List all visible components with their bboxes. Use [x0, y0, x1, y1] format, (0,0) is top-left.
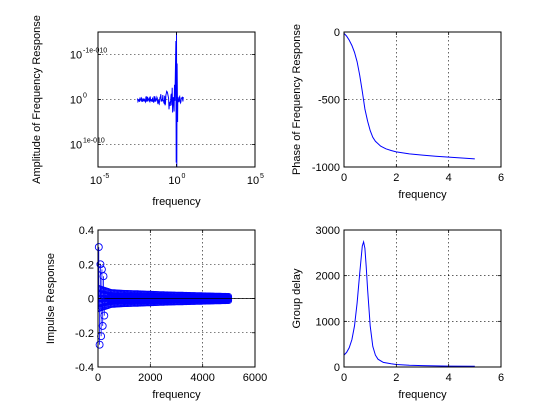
- phase-xtick-label: 2: [393, 172, 399, 184]
- phase-xtick-label: 6: [498, 172, 504, 184]
- amplitude-y-axis-label: Amplitude of Frequency Response: [31, 15, 43, 184]
- amplitude-series-line: [136, 32, 184, 167]
- impulse-xtick-label: 2000: [138, 372, 162, 384]
- impulse-y-axis-label: Impulse Response: [45, 253, 57, 344]
- amplitude-ytick-exponent: -1e-010: [83, 48, 107, 55]
- impulse-marker: [98, 284, 102, 292]
- amplitude-xtick-exponent: 0: [182, 173, 186, 180]
- impulse-xtick-label: 6000: [243, 372, 267, 384]
- group-delay-series-line: [344, 239, 475, 367]
- phase-xtick-label: 4: [446, 172, 452, 184]
- amplitude-ytick-label: 10: [70, 95, 82, 107]
- impulse-point: [99, 272, 108, 281]
- phase-ytick-label: 0: [334, 27, 340, 39]
- impulse-ytick-label: 0: [88, 294, 94, 306]
- phase-xtick-label: 0: [341, 172, 347, 184]
- group-delay-xtick-label: 2: [393, 372, 399, 384]
- impulse-ytick-label: -0.2: [75, 328, 94, 340]
- group-delay-xtick-label: 0: [341, 372, 347, 384]
- phase-x-axis-label: frequency: [398, 189, 447, 201]
- group-delay-ytick-label: 3000: [316, 225, 340, 237]
- impulse-point: [100, 311, 109, 320]
- group-delay-panel-background: [344, 230, 501, 367]
- impulse-xtick-label: 4000: [190, 372, 214, 384]
- phase-y-axis-label: Phase of Frequency Response: [291, 24, 303, 175]
- impulse-point: [98, 321, 107, 330]
- phase-ytick-label: -500: [318, 95, 340, 107]
- impulse-ytick-label: 0.2: [79, 259, 94, 271]
- group-delay-xtick-label: 6: [498, 372, 504, 384]
- group-delay-y-axis-label: Group delay: [291, 268, 303, 328]
- phase-series-line: [344, 32, 475, 160]
- amplitude-xtick-label: 10: [247, 175, 259, 187]
- phase-ytick-label: -1000: [312, 162, 340, 174]
- amplitude-xtick-label: 10: [90, 175, 102, 187]
- impulse-point: [96, 260, 105, 269]
- amplitude-ytick-label: 10: [70, 50, 82, 62]
- impulse-point: [94, 243, 103, 252]
- amplitude-x-axis-label: frequency: [152, 196, 201, 208]
- group-delay-xtick-label: 4: [446, 372, 452, 384]
- group-delay-ytick-label: 1000: [316, 316, 340, 328]
- phase-panel-background: [344, 32, 501, 167]
- group-delay-ytick-label: 0: [334, 362, 340, 374]
- impulse-ytick-label: -0.4: [75, 362, 94, 374]
- impulse-xtick-label: 0: [95, 372, 101, 384]
- amplitude-ytick-exponent: 0: [83, 93, 87, 100]
- impulse-x-axis-label: frequency: [152, 389, 201, 401]
- impulse-point: [95, 340, 104, 349]
- amplitude-xtick-exponent: 5: [260, 173, 264, 180]
- amplitude-ytick-label: 10: [70, 140, 82, 152]
- group-delay-x-axis-label: frequency: [398, 389, 447, 401]
- impulse-ytick-label: 0.4: [79, 225, 94, 237]
- group-delay-ytick-label: 2000: [316, 271, 340, 283]
- amplitude-xtick-exponent: -5: [103, 173, 109, 180]
- amplitude-xtick-label: 10: [168, 175, 180, 187]
- amplitude-ytick-exponent: 1e-010: [83, 138, 105, 145]
- group-delay-axes-border: [343, 229, 502, 368]
